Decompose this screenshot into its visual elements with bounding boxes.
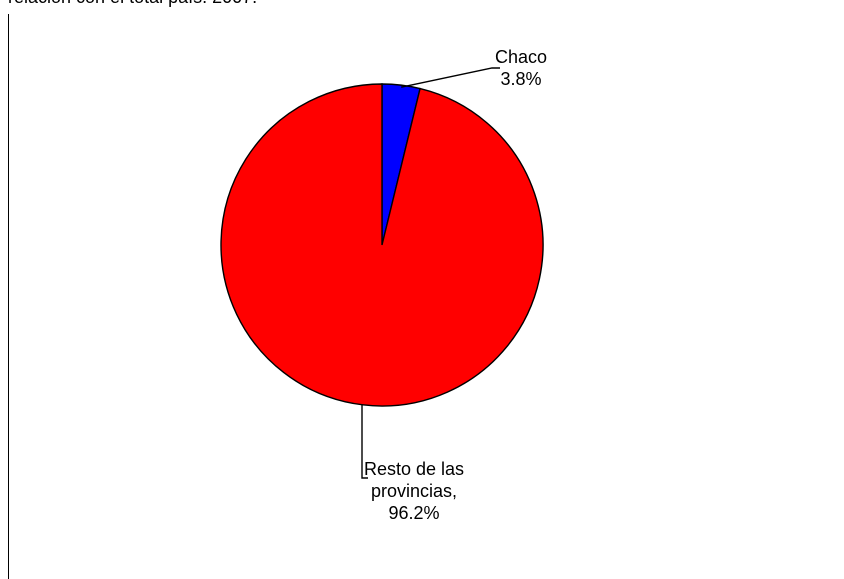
slice-label-chaco-line-1: Chaco (495, 47, 548, 67)
slice-label-resto-line-2: provincias, (371, 481, 458, 501)
leader-lines-layer (361, 67, 500, 479)
chart-title-fragment: relación con el total país. 2007. (8, 0, 257, 8)
left-border-line (8, 14, 9, 579)
pie-slice-resto (220, 83, 544, 407)
slice-label-chaco-line-2: 3.8% (500, 69, 542, 89)
leader-line-resto (361, 404, 368, 479)
slices-layer (220, 83, 544, 407)
slice-label-resto-line-1: Resto de las (364, 459, 465, 479)
slice-label-resto-line-3: 96.2% (388, 503, 440, 523)
slice-label-chaco: Chaco 3.8% (495, 46, 547, 90)
leader-line-chaco (401, 67, 500, 88)
slice-label-resto: Resto de las provincias, 96.2% (364, 458, 464, 524)
